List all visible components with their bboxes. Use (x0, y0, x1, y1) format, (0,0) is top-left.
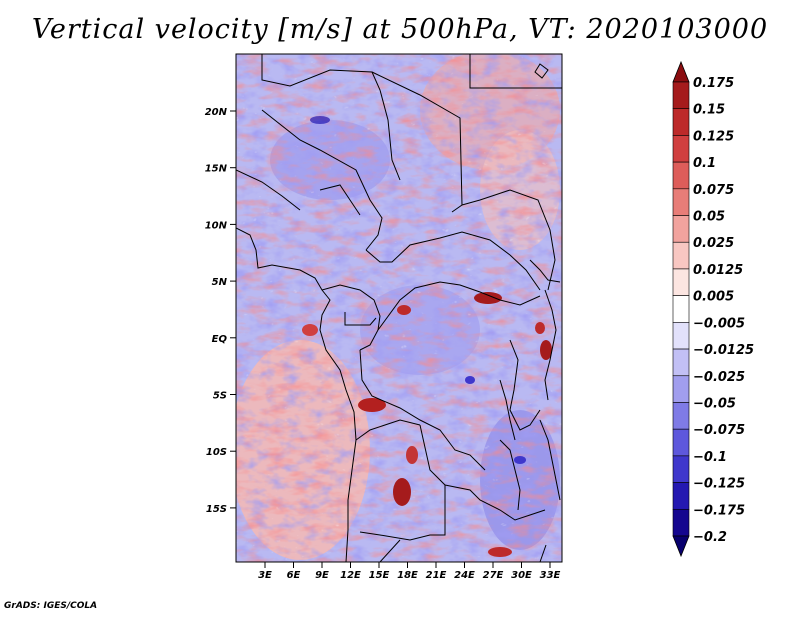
colorbar-label: −0.1 (693, 450, 727, 465)
lon-tick-label: 24E (454, 570, 475, 581)
lat-tick-label: 20N (205, 107, 228, 118)
lon-tick-label: 18E (397, 570, 418, 581)
colorbar-segment (672, 215, 690, 243)
country-borders (236, 54, 562, 562)
colorbar-segment (672, 348, 690, 377)
colorbar-label: 0.0125 (693, 263, 743, 278)
colorbar-segment (672, 241, 690, 270)
colorbar-segment (672, 188, 690, 216)
colorbar-label: 0.025 (693, 236, 734, 251)
colorbar-label: 0.125 (693, 129, 734, 144)
colorbar-label: −0.0125 (693, 343, 754, 358)
colorbar-segment (672, 161, 690, 190)
colorbar-segment (672, 375, 690, 403)
colorbar-segment (672, 81, 690, 110)
colorbar-label: 0.175 (693, 76, 734, 91)
map-title: Vertical velocity [m/s] at 500hPa, VT: 2… (31, 14, 769, 45)
lon-tick-label: 30E (511, 570, 532, 581)
colorbar-label: −0.125 (693, 477, 745, 492)
colorbar-label: −0.025 (693, 370, 745, 385)
map-frame (235, 53, 563, 563)
grads-credit: GrADS: IGES/COLA (4, 601, 98, 611)
colorbar-segment (672, 508, 690, 537)
colorbar-segment (672, 322, 690, 350)
colorbar-segment (672, 135, 690, 163)
colorbar-label: −0.005 (693, 316, 745, 331)
lon-tick-label: 6E (287, 570, 301, 581)
lat-tick-label: 15S (206, 504, 227, 515)
colorbar-min-triangle (672, 535, 690, 558)
colorbar-label: −0.175 (693, 503, 745, 518)
lat-tick-label: 15N (205, 164, 228, 175)
colorbar-segment (672, 108, 690, 136)
lon-tick-label: 12E (340, 570, 361, 581)
colorbar-segment (672, 402, 690, 430)
longitude-axis: 3E 6E 9E 12E 15E 18E 21E 24E 27E 30E 33E (258, 562, 561, 581)
lat-tick-label: 5N (212, 277, 228, 288)
colorbar-label: 0.1 (693, 156, 716, 171)
colorbar-segment (672, 295, 690, 323)
lon-tick-label: 15E (369, 570, 390, 581)
lon-tick-label: 9E (315, 570, 329, 581)
colorbar-label: −0.2 (693, 530, 727, 545)
colorbar-segment (672, 268, 690, 296)
colorbar-segment (672, 455, 690, 483)
lat-tick-label: 10S (206, 447, 227, 458)
lon-tick-label: 21E (426, 570, 447, 581)
lat-tick-label: 10N (205, 220, 228, 231)
colorbar-label: −0.075 (693, 423, 745, 438)
lon-tick-label: 33E (540, 570, 561, 581)
lon-tick-label: 3E (258, 570, 272, 581)
latitude-axis: 20N 15N 10N 5N EQ 5S 10S 15S (205, 107, 236, 515)
lat-tick-label: 5S (213, 391, 227, 402)
colorbar: 0.175 0.15 0.125 0.1 0.075 0.05 0.025 0.0125 0.0… (672, 60, 754, 558)
vertical-velocity-field (236, 54, 562, 562)
colorbar-label: 0.05 (693, 210, 725, 225)
colorbar-segment (672, 482, 690, 510)
lat-tick-label: EQ (212, 334, 228, 345)
colorbar-label: −0.05 (693, 396, 736, 411)
colorbar-label: 0.005 (693, 290, 734, 305)
colorbar-segment (672, 428, 690, 457)
colorbar-label: 0.15 (693, 103, 725, 118)
colorbar-max-triangle (672, 60, 690, 83)
colorbar-label: 0.075 (693, 183, 734, 198)
lon-tick-label: 27E (483, 570, 504, 581)
